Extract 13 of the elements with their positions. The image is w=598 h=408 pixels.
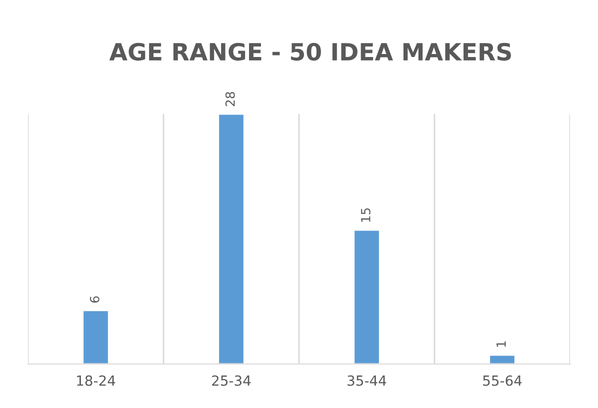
data-label: 1 [496,341,506,347]
data-label: 28 [225,92,235,106]
x-tick-label: 55-64 [483,375,522,386]
data-label: 6 [90,296,100,303]
bar [82,310,110,364]
bar [353,229,380,364]
bar [218,114,245,364]
x-tick-label: 35-44 [348,375,386,386]
data-label: 15 [361,208,370,222]
bar [488,354,516,364]
x-tick-label: 25-34 [212,375,251,386]
x-tick-label: 18-24 [77,375,116,386]
chart-title: AGE RANGE - 50 IDEA MAKERS [109,42,511,61]
